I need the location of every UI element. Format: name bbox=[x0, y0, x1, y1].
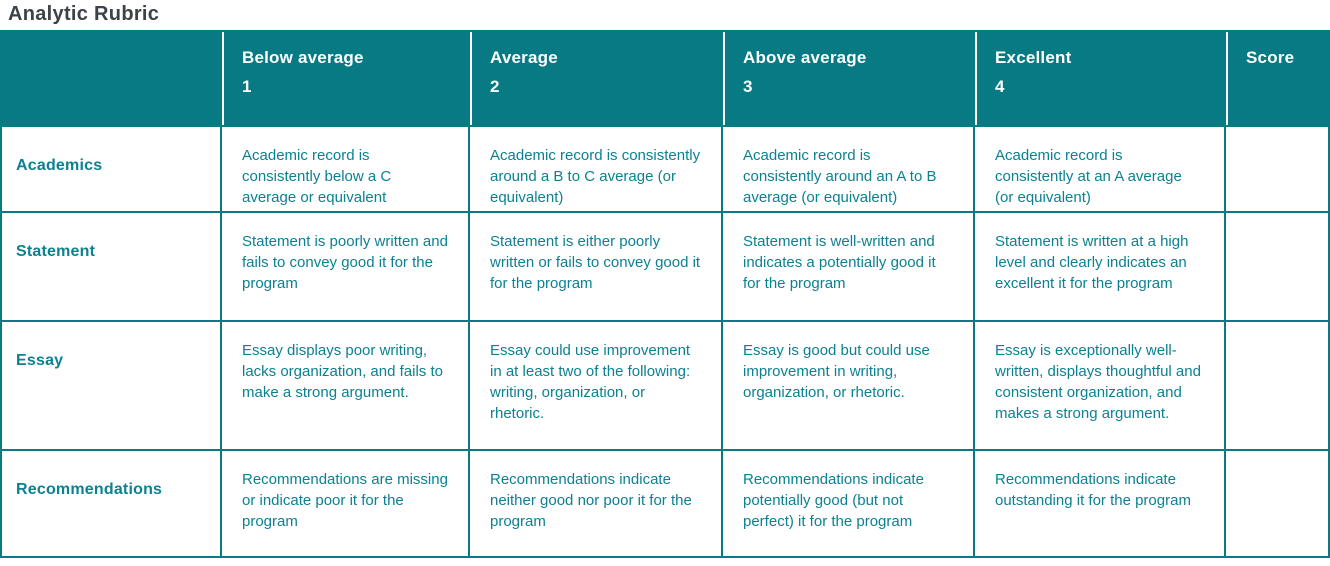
row-label-academics: Academics bbox=[2, 127, 220, 211]
score-cell bbox=[1226, 322, 1328, 449]
column-header-criteria bbox=[2, 32, 220, 125]
column-header-score: Score bbox=[1226, 32, 1328, 125]
rubric-cell: Essay is good but could use improvement … bbox=[723, 322, 973, 449]
row-label-recommendations: Recommendations bbox=[2, 451, 220, 556]
column-header-excellent: Excellent 4 bbox=[975, 32, 1224, 125]
score-cell bbox=[1226, 127, 1328, 211]
score-cell bbox=[1226, 213, 1328, 320]
column-header-average: Average 2 bbox=[470, 32, 721, 125]
rubric-cell: Statement is written at a high level and… bbox=[975, 213, 1224, 320]
column-header-above-average: Above average 3 bbox=[723, 32, 973, 125]
rubric-cell: Statement is poorly written and fails to… bbox=[222, 213, 468, 320]
page-title: Analytic Rubric bbox=[8, 3, 160, 25]
rubric-cell: Essay is exceptionally well-written, dis… bbox=[975, 322, 1224, 449]
rubric-cell: Statement is well-written and indicates … bbox=[723, 213, 973, 320]
column-header-sublabel: 2 bbox=[490, 77, 500, 96]
rubric-cell: Academic record is consistently below a … bbox=[222, 127, 468, 211]
rubric-cell: Recommendations indicate outstanding it … bbox=[975, 451, 1224, 556]
rubric-cell: Essay could use improvement in at least … bbox=[470, 322, 721, 449]
rubric-cell: Academic record is consistently at an A … bbox=[975, 127, 1224, 211]
column-header-label: Score bbox=[1246, 48, 1295, 67]
rubric-table: Below average 1 Average 2 Above average … bbox=[0, 30, 1330, 558]
rubric-cell: Recommendations are missing or indicate … bbox=[222, 451, 468, 556]
column-header-label: Below average bbox=[242, 48, 364, 67]
row-label-essay: Essay bbox=[2, 322, 220, 449]
rubric-cell: Recommendations indicate potentially goo… bbox=[723, 451, 973, 556]
score-cell bbox=[1226, 451, 1328, 556]
column-header-sublabel: 1 bbox=[242, 77, 252, 96]
column-header-sublabel: 4 bbox=[995, 77, 1005, 96]
column-header-below-average: Below average 1 bbox=[222, 32, 468, 125]
row-label-statement: Statement bbox=[2, 213, 220, 320]
rubric-cell: Statement is either poorly written or fa… bbox=[470, 213, 721, 320]
column-header-label: Average bbox=[490, 48, 558, 67]
column-header-sublabel: 3 bbox=[743, 77, 753, 96]
rubric-cell: Academic record is consistently around a… bbox=[470, 127, 721, 211]
rubric-cell: Recommendations indicate neither good no… bbox=[470, 451, 721, 556]
column-header-label: Excellent bbox=[995, 48, 1072, 67]
column-header-label: Above average bbox=[743, 48, 867, 67]
rubric-cell: Academic record is consistently around a… bbox=[723, 127, 973, 211]
rubric-cell: Essay displays poor writing, lacks organ… bbox=[222, 322, 468, 449]
